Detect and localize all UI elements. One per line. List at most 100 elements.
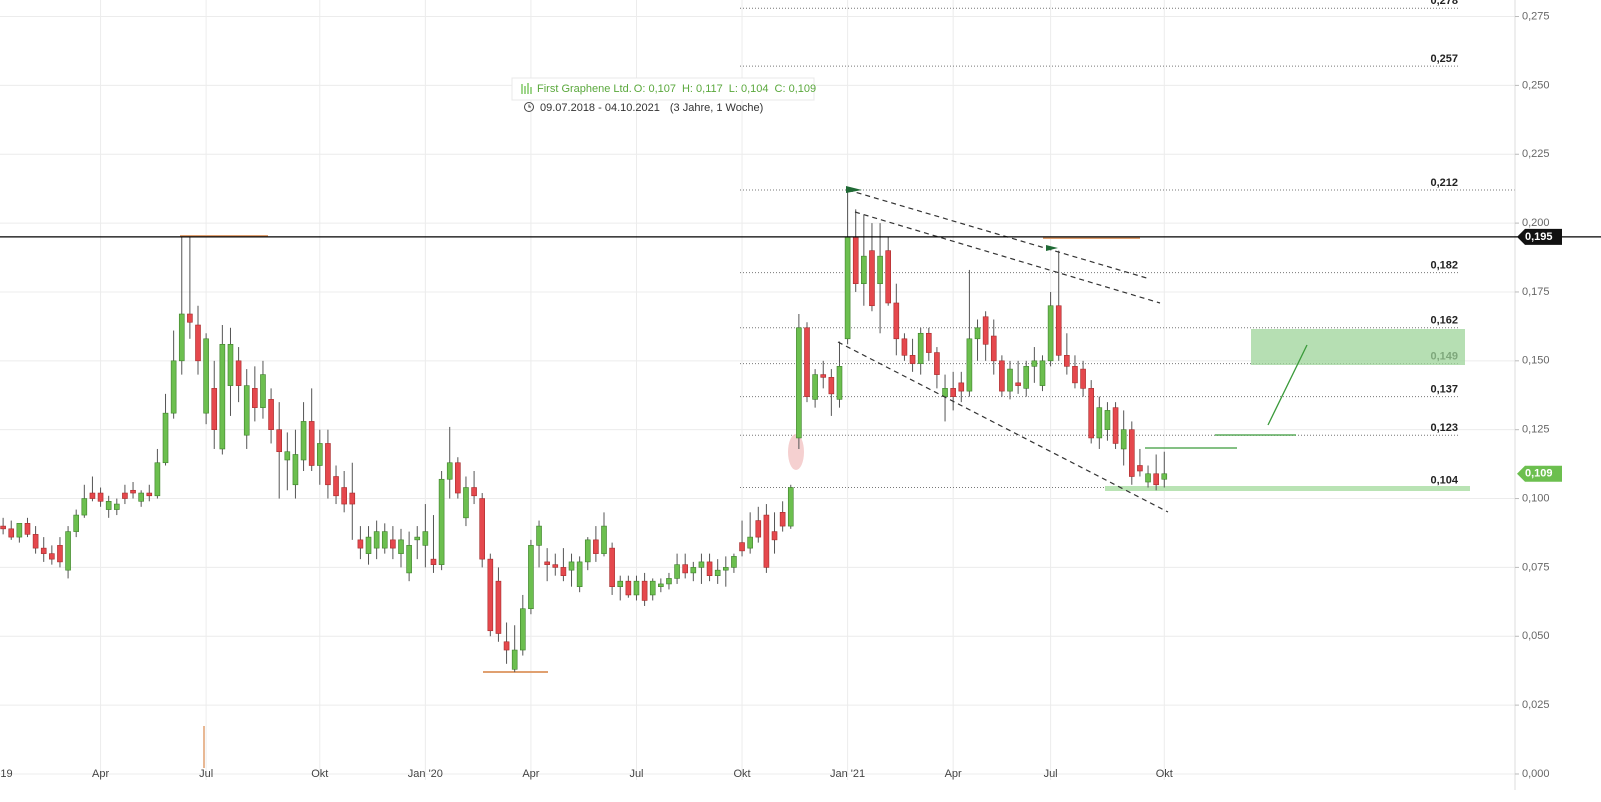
candle-body (1015, 382, 1021, 386)
candle-body (714, 569, 721, 576)
candle-body (260, 374, 266, 408)
clock-icon (528, 104, 531, 108)
x-tick-label: Okt (1156, 768, 1173, 780)
candle-body (503, 641, 510, 651)
y-tick-label: 0,175 (1522, 286, 1550, 298)
candle-body (422, 531, 429, 546)
candle-body (877, 255, 883, 285)
candle-body (731, 556, 737, 568)
candle-body (284, 451, 291, 461)
candle-body (544, 561, 550, 565)
y-tick-label: 0,025 (1522, 699, 1550, 711)
candle-body (934, 352, 940, 375)
x-tick-label: Jul (1044, 768, 1058, 780)
price-tag (1517, 228, 1562, 245)
trendline (847, 189, 1151, 280)
candle-body (89, 492, 96, 499)
candle-body (187, 313, 193, 323)
candle-body (552, 564, 559, 568)
candle-body (406, 545, 412, 574)
candle-body (584, 539, 591, 563)
candle-body (990, 335, 997, 362)
annotations (180, 235, 1470, 768)
candle-body (942, 388, 948, 397)
candle-body (219, 343, 226, 450)
candle-body (211, 388, 218, 430)
candle-body (722, 567, 729, 571)
candle-body (170, 360, 177, 414)
candle-body (479, 498, 486, 560)
legend-range: 09.07.2018 - 04.10.2021 (3 Jahre, 1 Woche… (540, 102, 763, 114)
candle-body (381, 531, 388, 549)
candle-body (268, 399, 274, 430)
candle-body (528, 545, 534, 610)
candle-body (195, 324, 201, 362)
candle-body (455, 462, 461, 494)
candle-body (57, 545, 63, 563)
level-label: 0,182 (1430, 260, 1458, 272)
candle-body (471, 487, 477, 497)
candle-body (40, 547, 47, 554)
candle-body (901, 338, 908, 356)
candle-body (414, 536, 421, 541)
candle-body (1023, 366, 1030, 389)
projection-line (1267, 344, 1308, 426)
x-tick-label: Okt (733, 768, 750, 780)
legend-icon (521, 83, 532, 94)
x-tick-label: Jul (199, 768, 213, 780)
candle-body (122, 492, 128, 499)
candle-body (536, 525, 542, 546)
candle-body (511, 649, 518, 670)
legend-text: First Graphene Ltd. O: 0,107 H: 0,117 L: 0,… (537, 83, 816, 95)
candle-body (1039, 360, 1046, 386)
candles (0, 190, 1168, 673)
candle-body (861, 255, 867, 285)
x-tick-label: Apr (522, 768, 539, 780)
y-tick-label: 0,075 (1522, 561, 1550, 573)
candle-body (836, 366, 843, 400)
candle-body (576, 561, 583, 587)
candle-body (966, 338, 973, 392)
highlight (788, 434, 804, 470)
candle-body (917, 332, 924, 364)
candle-body (32, 534, 39, 549)
trendline (837, 341, 1169, 513)
x-tick-label: Apr (92, 768, 109, 780)
candle-body (495, 580, 502, 634)
candle-body (373, 531, 380, 549)
legend: First Graphene Ltd. O: 0,107 H: 0,117 L: 0,… (511, 77, 816, 114)
candle-body (252, 388, 258, 408)
candle-body (958, 382, 965, 392)
candle-body (982, 316, 989, 345)
candle-body (365, 536, 372, 554)
target-zone (1251, 329, 1465, 365)
candle-body (438, 478, 445, 565)
candle-body (308, 421, 315, 466)
candle-body (519, 608, 526, 651)
candle-body (1129, 429, 1135, 477)
candle-body (1153, 473, 1159, 486)
x-tick-label: Jan '21 (830, 768, 865, 780)
candle-body (235, 360, 242, 386)
y-tick-label: 0,125 (1522, 424, 1550, 436)
candle-body (999, 360, 1005, 392)
candle-body (828, 377, 835, 395)
candle-body (114, 503, 120, 510)
candle-body (625, 580, 632, 596)
candle-body (787, 487, 794, 527)
candle-body (609, 547, 615, 587)
candle-body (747, 536, 753, 549)
candle-body (893, 302, 900, 340)
candle-body (357, 539, 364, 549)
x-tick-label: Jul (629, 768, 643, 780)
candle-body (560, 567, 567, 576)
last-price-tag (1517, 465, 1562, 482)
candle-body (1096, 407, 1103, 439)
candle-body (1088, 388, 1094, 439)
y-tick-label: 0,275 (1522, 10, 1550, 22)
level-label: 0,104 (1430, 474, 1458, 486)
axes: 0,000 0,025 0,050 0,075 0,100 0,125 0,150 0,175… (0, 10, 1601, 780)
candle-body (812, 374, 818, 400)
y-tick-label: 0,250 (1522, 79, 1550, 91)
candle-body (739, 542, 745, 552)
